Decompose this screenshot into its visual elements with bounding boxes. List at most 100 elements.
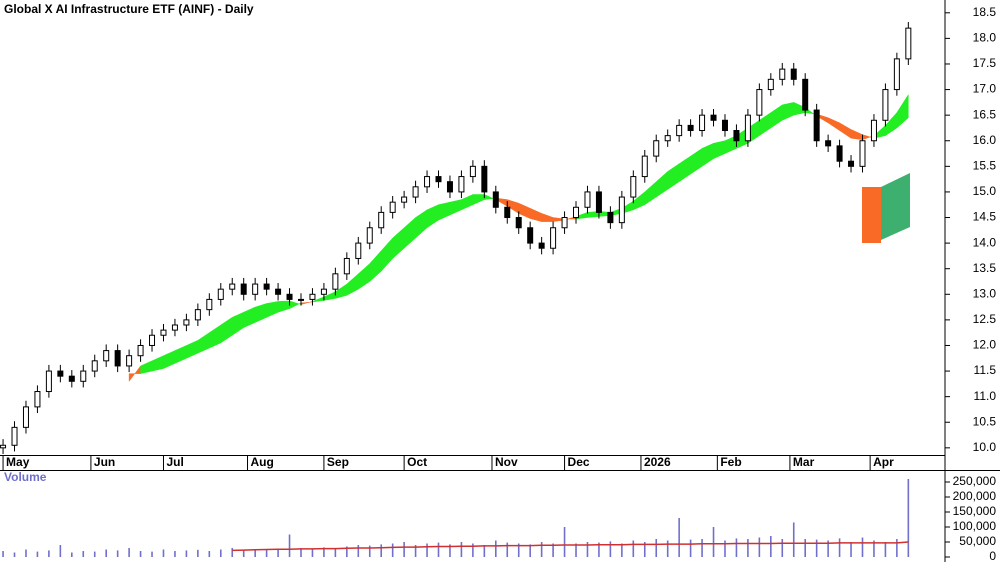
y-tick-label: 50,000 [959,534,996,548]
candle-body [137,344,144,357]
candle-body [57,370,64,377]
x-tick-label: Nov [495,455,518,469]
candle-body [171,324,178,331]
candle-body [11,426,18,446]
x-tick-label: May [6,455,30,469]
y-tick-label: 150,000 [953,504,997,518]
x-tick-label: 2026 [644,455,671,469]
candle-body [206,298,213,311]
candle-body [22,406,29,428]
candle-body [779,68,786,80]
candle-body [538,242,545,249]
candle-body [756,89,763,116]
y-tick-label: 11.0 [974,389,997,403]
candle-body [45,370,52,393]
candle-body [435,176,442,183]
y-tick-label: 17.0 [973,82,997,96]
candle-body [275,288,282,295]
candle-body [309,293,316,300]
y-tick-label: 200,000 [953,489,997,503]
candle-body [389,201,396,213]
candle-body [859,140,866,167]
candle-body [194,309,201,321]
candle-body [767,78,774,91]
candle-body [561,217,568,229]
candle-body [492,191,499,208]
candle-body [905,27,912,60]
candle-body [378,211,385,229]
candle-body [263,283,270,290]
candle-body [676,124,683,137]
x-tick-label: Aug [251,455,274,469]
candle-body [618,196,625,224]
candle-body [664,135,671,142]
candle-body [217,288,224,300]
x-tick-label: Sep [327,455,349,469]
candle-body [114,350,121,367]
candle-body [836,145,843,162]
y-tick-label: 0 [989,549,996,562]
y-tick-label: 14.0 [973,235,997,249]
y-tick-label: 10.0 [973,440,997,454]
x-tick-label: Mar [793,455,815,469]
candle-body [790,68,797,80]
candle-body [0,444,7,449]
x-tick-label: Jun [94,455,115,469]
candle-body [343,257,350,275]
candle-body [710,114,717,121]
ribbon-legend-up [881,173,910,240]
candle-body [630,176,637,198]
candle-body [297,298,304,301]
candle-body [91,360,98,372]
candle-body [515,217,522,229]
candle-body [481,165,488,193]
y-tick-label: 14.5 [973,210,997,224]
y-tick-label: 16.5 [973,107,997,121]
candle-body [527,227,534,244]
y-tick-label: 15.0 [973,184,997,198]
candle-body [412,186,419,198]
y-tick-label: 17.5 [973,56,997,70]
candle-body [424,176,431,188]
y-tick-label: 11.5 [974,363,997,377]
candle-body [332,273,339,290]
candle-body [229,283,236,290]
volume-ma-line [232,541,909,552]
y-tick-label: 250,000 [953,474,997,488]
x-tick-label: Jul [166,455,183,469]
candle-body [103,350,110,362]
y-tick-label: 15.5 [973,159,997,173]
candle-body [653,140,660,157]
y-tick-label: 18.5 [973,5,997,19]
candle-body [469,165,476,178]
candle-body [573,206,580,219]
x-tick-label: Apr [873,455,894,469]
candle-body [848,160,855,167]
candle-body [813,109,820,142]
y-tick-label: 16.0 [973,133,997,147]
candle-body [595,191,602,213]
candle-body [401,196,408,203]
y-tick-label: 13.5 [973,261,997,275]
candle-body [641,155,648,178]
candle-body [550,227,557,249]
candle-body [584,191,591,208]
candle-body [149,334,156,346]
candle-body [733,130,740,142]
candle-body [504,206,511,219]
candle-body [252,283,259,295]
candle-body [446,181,453,193]
y-tick-label: 13.0 [973,286,997,300]
y-tick-label: 12.0 [973,338,997,352]
chart-title: Global X AI Infrastructure ETF (AINF) - … [4,2,254,16]
candle-body [802,78,809,111]
ribbon-legend-down [862,187,881,243]
candle-body [458,176,465,193]
candle-body [744,114,751,142]
candle-body [893,58,900,91]
x-tick-label: Dec [568,455,590,469]
x-tick-label: Oct [407,455,427,469]
candle-body [687,124,694,132]
